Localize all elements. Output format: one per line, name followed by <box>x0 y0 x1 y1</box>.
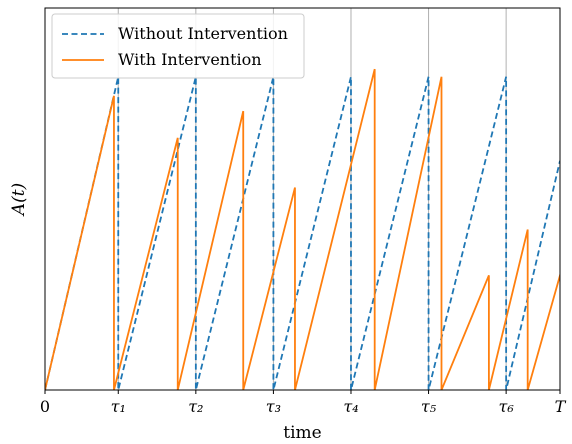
legend-box <box>51 13 305 79</box>
x-axis-label: time <box>283 423 321 443</box>
x-tick-label: τ₁ <box>111 397 126 416</box>
plot-frame <box>44 7 561 391</box>
legend-label-with-intervention: With Intervention <box>118 50 262 69</box>
y-axis-label: A(t) <box>9 183 29 217</box>
x-tick-label: τ₆ <box>498 397 514 416</box>
x-tick-label: τ₂ <box>188 397 203 416</box>
x-tick-label: τ₄ <box>343 397 358 416</box>
x-tick-label: τ₃ <box>266 397 281 416</box>
series-layer <box>45 68 560 390</box>
x-tick-label: T <box>555 397 567 416</box>
legend: Without Intervention With Intervention <box>51 13 305 79</box>
legend-label-without-intervention: Without Intervention <box>118 24 288 43</box>
x-tick-label: 0 <box>40 397 50 416</box>
series-line-without-intervention <box>45 76 560 390</box>
series-line-with-intervention <box>45 68 560 390</box>
x-tick-label: τ₅ <box>421 397 437 416</box>
x-ticks: 0 τ₁ τ₂ τ₃ τ₄ τ₅ τ₆ T <box>40 390 567 416</box>
